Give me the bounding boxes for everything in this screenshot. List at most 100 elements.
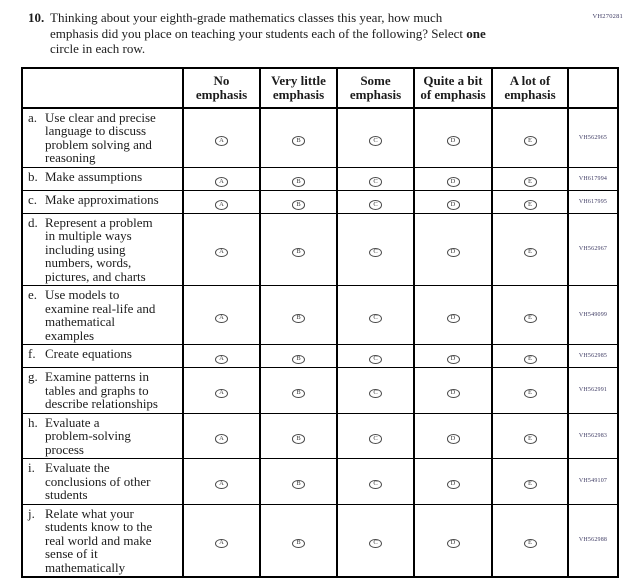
item-code: VH549099 bbox=[568, 286, 618, 345]
option-cell: C bbox=[337, 368, 414, 414]
question-text-seg2: circle in each row. bbox=[50, 41, 145, 56]
option-cell: D bbox=[414, 286, 492, 345]
radio-option[interactable]: A bbox=[215, 200, 228, 210]
option-cell: E bbox=[492, 108, 568, 168]
radio-option[interactable]: E bbox=[524, 539, 537, 549]
radio-option[interactable]: A bbox=[215, 434, 228, 444]
radio-option[interactable]: C bbox=[369, 389, 382, 399]
radio-option[interactable]: C bbox=[369, 177, 382, 187]
radio-option[interactable]: B bbox=[292, 136, 305, 146]
option-cell: C bbox=[337, 459, 414, 505]
radio-option[interactable]: C bbox=[369, 355, 382, 365]
option-cell: C bbox=[337, 345, 414, 368]
option-cell: B bbox=[260, 190, 337, 213]
radio-option[interactable]: D bbox=[447, 248, 460, 258]
option-cell: E bbox=[492, 413, 568, 459]
radio-option[interactable]: D bbox=[447, 539, 460, 549]
radio-option[interactable]: D bbox=[447, 355, 460, 365]
radio-option[interactable]: C bbox=[369, 314, 382, 324]
column-header-a-lot-of-emphasis: A lot of emphasis bbox=[492, 68, 568, 108]
row-text: Create equations bbox=[45, 347, 177, 361]
radio-option[interactable]: B bbox=[292, 389, 305, 399]
option-cell: D bbox=[414, 459, 492, 505]
radio-option[interactable]: D bbox=[447, 200, 460, 210]
question-text-bold: one bbox=[466, 26, 486, 41]
radio-option[interactable]: A bbox=[215, 355, 228, 365]
radio-option[interactable]: E bbox=[524, 355, 537, 365]
row-text: Use clear and precise language to discus… bbox=[45, 111, 177, 165]
row-letter: f. bbox=[28, 347, 45, 361]
radio-option[interactable]: B bbox=[292, 539, 305, 549]
radio-option[interactable]: E bbox=[524, 248, 537, 258]
radio-option[interactable]: D bbox=[447, 389, 460, 399]
radio-option[interactable]: B bbox=[292, 434, 305, 444]
radio-option[interactable]: D bbox=[447, 177, 460, 187]
option-cell: A bbox=[183, 108, 260, 168]
radio-option[interactable]: C bbox=[369, 136, 382, 146]
row-letter: b. bbox=[28, 170, 45, 184]
header-code-cell bbox=[568, 68, 618, 108]
radio-option[interactable]: E bbox=[524, 314, 537, 324]
question-text-seg1: Thinking about your eighth-grade mathema… bbox=[50, 10, 466, 41]
radio-option[interactable]: A bbox=[215, 248, 228, 258]
option-cell: C bbox=[337, 213, 414, 286]
row-letter: c. bbox=[28, 193, 45, 207]
radio-option[interactable]: E bbox=[524, 480, 537, 490]
option-cell: B bbox=[260, 504, 337, 577]
table-row: d.Represent a problem in multiple ways i… bbox=[22, 213, 618, 286]
option-cell: B bbox=[260, 213, 337, 286]
row-letter: e. bbox=[28, 288, 45, 302]
option-cell: E bbox=[492, 286, 568, 345]
radio-option[interactable]: D bbox=[447, 136, 460, 146]
radio-option[interactable]: E bbox=[524, 177, 537, 187]
radio-option[interactable]: A bbox=[215, 136, 228, 146]
option-cell: E bbox=[492, 167, 568, 190]
option-cell: C bbox=[337, 286, 414, 345]
radio-option[interactable]: B bbox=[292, 314, 305, 324]
option-cell: D bbox=[414, 108, 492, 168]
option-cell: A bbox=[183, 286, 260, 345]
row-text: Use models to examine real-life and math… bbox=[45, 288, 177, 342]
option-cell: D bbox=[414, 413, 492, 459]
radio-option[interactable]: B bbox=[292, 480, 305, 490]
radio-option[interactable]: C bbox=[369, 248, 382, 258]
row-text: Represent a problem in multiple ways inc… bbox=[45, 216, 177, 284]
radio-option[interactable]: C bbox=[369, 200, 382, 210]
radio-option[interactable]: A bbox=[215, 539, 228, 549]
option-cell: B bbox=[260, 413, 337, 459]
row-stem: b.Make assumptions bbox=[22, 167, 183, 190]
row-letter: i. bbox=[28, 461, 45, 475]
option-cell: A bbox=[183, 504, 260, 577]
row-text: Make approximations bbox=[45, 193, 177, 207]
row-stem: a.Use clear and precise language to disc… bbox=[22, 108, 183, 168]
column-header-some-emphasis: Some emphasis bbox=[337, 68, 414, 108]
option-cell: E bbox=[492, 459, 568, 505]
radio-option[interactable]: D bbox=[447, 434, 460, 444]
question-block: 10. Thinking about your eighth-grade mat… bbox=[28, 10, 636, 57]
option-cell: E bbox=[492, 213, 568, 286]
option-cell: E bbox=[492, 504, 568, 577]
radio-option[interactable]: C bbox=[369, 539, 382, 549]
option-cell: C bbox=[337, 108, 414, 168]
radio-option[interactable]: B bbox=[292, 355, 305, 365]
header-empty-cell bbox=[22, 68, 183, 108]
radio-option[interactable]: E bbox=[524, 389, 537, 399]
radio-option[interactable]: B bbox=[292, 200, 305, 210]
radio-option[interactable]: D bbox=[447, 480, 460, 490]
radio-option[interactable]: A bbox=[215, 314, 228, 324]
table-row: a.Use clear and precise language to disc… bbox=[22, 108, 618, 168]
radio-option[interactable]: E bbox=[524, 200, 537, 210]
question-number: 10. bbox=[28, 10, 50, 57]
radio-option[interactable]: E bbox=[524, 136, 537, 146]
radio-option[interactable]: C bbox=[369, 434, 382, 444]
radio-option[interactable]: B bbox=[292, 177, 305, 187]
question-text: Thinking about your eighth-grade mathema… bbox=[50, 10, 562, 57]
radio-option[interactable]: A bbox=[215, 480, 228, 490]
option-cell: A bbox=[183, 345, 260, 368]
radio-option[interactable]: D bbox=[447, 314, 460, 324]
radio-option[interactable]: A bbox=[215, 389, 228, 399]
radio-option[interactable]: E bbox=[524, 434, 537, 444]
radio-option[interactable]: B bbox=[292, 248, 305, 258]
radio-option[interactable]: C bbox=[369, 480, 382, 490]
radio-option[interactable]: A bbox=[215, 177, 228, 187]
